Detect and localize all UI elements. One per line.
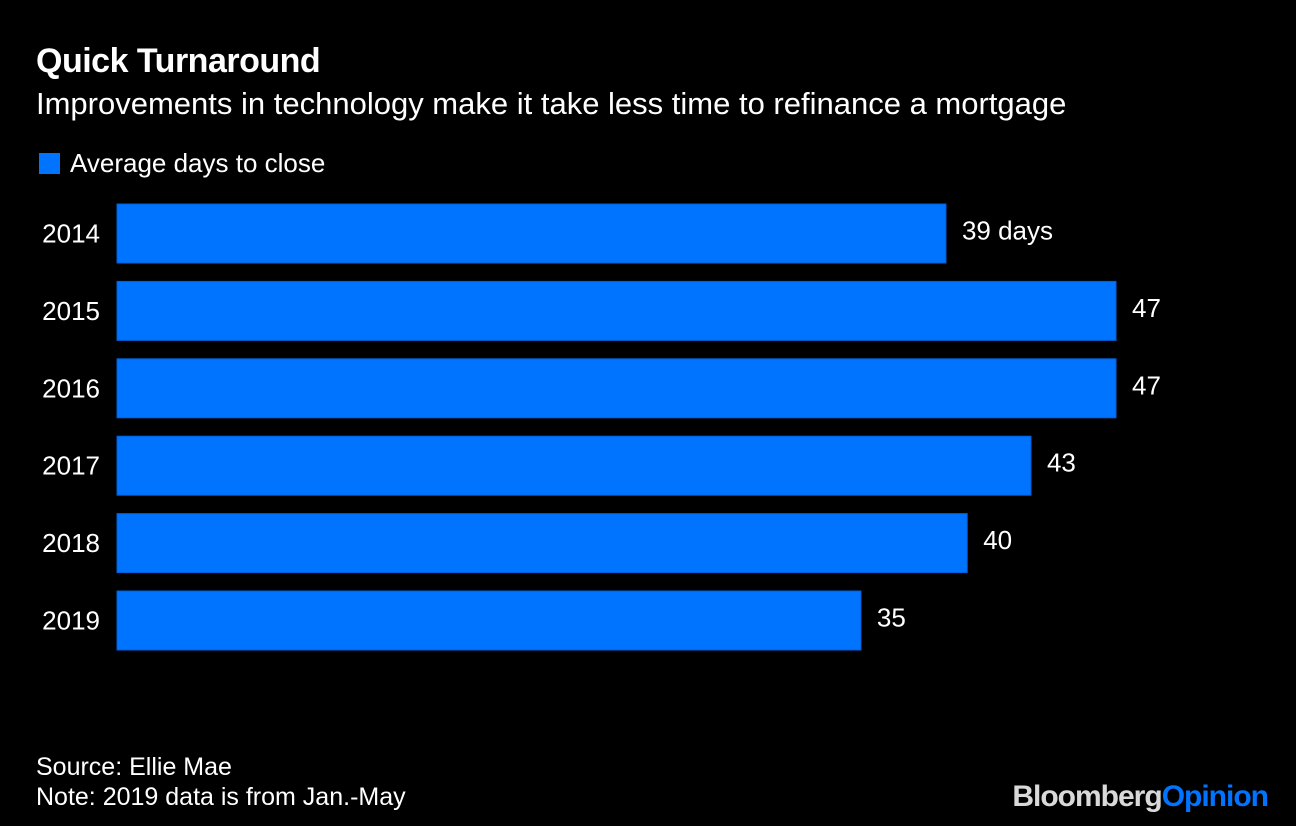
bar-2014 xyxy=(116,203,947,264)
bloomberg-opinion-logo: BloombergOpinion xyxy=(1012,780,1269,814)
bar-2018 xyxy=(116,513,968,574)
footnotes: Source: Ellie Mae Note: 2019 data is fro… xyxy=(36,752,406,812)
category-label: 2016 xyxy=(42,373,100,403)
legend-label: Average days to close xyxy=(70,148,326,178)
category-label: 2018 xyxy=(42,528,100,558)
logo-bloomberg: Bloomberg xyxy=(1012,780,1162,813)
note-text: Note: 2019 data is from Jan.-May xyxy=(36,783,406,811)
data-label: 47 xyxy=(1132,370,1161,400)
legend: Average days to close xyxy=(39,148,325,179)
category-label: 2017 xyxy=(42,451,100,481)
data-label: 43 xyxy=(1047,448,1076,478)
chart-subtitle: Improvements in technology make it take … xyxy=(36,86,1067,121)
source-text: Source: Ellie Mae xyxy=(36,753,232,781)
legend-swatch xyxy=(39,153,60,174)
logo-opinion: Opinion xyxy=(1161,780,1269,813)
chart-title: Quick Turnaround xyxy=(36,42,321,80)
data-label: 39 days xyxy=(962,216,1053,246)
bar-2019 xyxy=(116,590,862,651)
bar-2015 xyxy=(116,280,1117,341)
bar-2016 xyxy=(116,358,1117,419)
category-label: 2019 xyxy=(42,606,100,636)
bar-2017 xyxy=(116,435,1032,496)
data-label: 40 xyxy=(983,525,1012,555)
data-label: 35 xyxy=(877,603,906,633)
category-label: 2014 xyxy=(42,219,100,249)
data-label: 47 xyxy=(1132,293,1161,323)
category-label: 2015 xyxy=(42,296,100,326)
